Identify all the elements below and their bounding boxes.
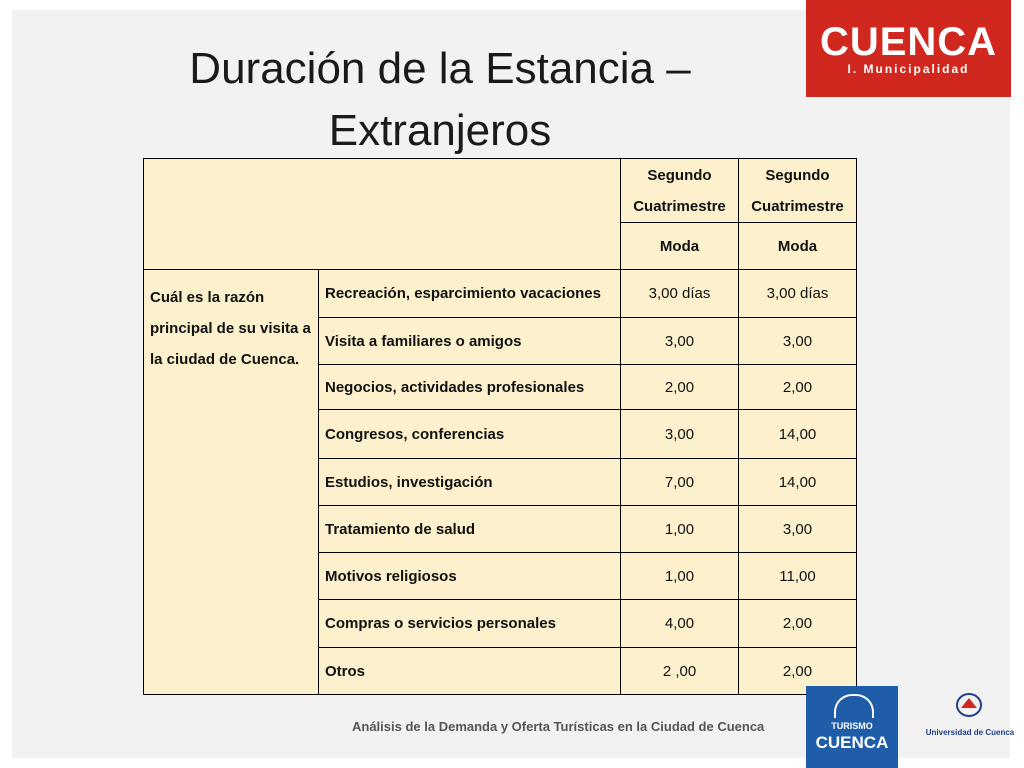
mode-value: 7,00	[620, 458, 739, 506]
reason-label: Motivos religiosos	[318, 552, 621, 600]
slide-title: Duración de la Estancia – Extranjeros	[189, 44, 691, 155]
mode-value: 14,00	[738, 409, 857, 459]
table-row: Tratamiento de salud 1,00 3,00	[144, 505, 857, 553]
stay-duration-table: Segundo Cuatrimestre Segundo Cuatrimestr…	[143, 158, 857, 695]
mode-value: 11,00	[738, 552, 857, 600]
turismo-cuenca-logo: TURISMO CUENCA	[806, 686, 898, 768]
university-logo: Universidad de Cuenca	[925, 690, 1015, 740]
reason-label: Otros	[318, 647, 621, 695]
mode-value: 1,00	[620, 552, 739, 600]
cathedral-dome-icon	[834, 694, 874, 718]
mode-value: 2,00	[738, 364, 857, 410]
column-header-period: Segundo Cuatrimestre	[620, 158, 739, 223]
mode-value: 3,00	[738, 505, 857, 553]
university-name: Universidad de Cuenca	[925, 728, 1015, 737]
table-row: Motivos religiosos 1,00 11,00	[144, 552, 857, 600]
table-row: Cuál es la razón principal de su visita …	[143, 269, 857, 695]
empty-header-cell	[143, 158, 621, 270]
table-row: Negocios, actividades profesionales 2,00 2…	[144, 364, 857, 410]
column-header-statistic: Moda	[620, 222, 739, 270]
footer-caption: Análisis de la Demanda y Oferta Turístic…	[352, 719, 765, 734]
reason-label: Congresos, conferencias	[318, 409, 621, 459]
cuenca-municipality-logo: CUENCA I. Municipalidad	[806, 0, 1011, 97]
mode-value: 4,00	[620, 599, 739, 648]
reason-label: Recreación, esparcimiento vacaciones	[318, 269, 621, 318]
table-row: Congresos, conferencias 3,00 14,00	[144, 409, 857, 459]
turismo-logo-top-text: TURISMO	[831, 721, 873, 731]
mode-value: 14,00	[738, 458, 857, 506]
mode-value: 2,00	[738, 647, 857, 695]
table-row: Otros 2 ,00 2,00	[144, 647, 857, 695]
mode-value: 3,00	[620, 409, 739, 459]
mode-value: 3,00	[620, 317, 739, 365]
mode-value: 2,00	[738, 599, 857, 648]
question-cell: Cuál es la razón principal de su visita …	[143, 269, 319, 695]
reason-label: Negocios, actividades profesionales	[318, 364, 621, 410]
reason-label: Compras o servicios personales	[318, 599, 621, 648]
column-header-period: Segundo Cuatrimestre	[738, 158, 857, 223]
mode-value: 3,00	[738, 317, 857, 365]
university-emblem-icon	[956, 693, 982, 717]
reason-label: Estudios, investigación	[318, 458, 621, 506]
table-row: Visita a familiares o amigos 3,00 3,00	[144, 317, 857, 365]
mode-value: 2 ,00	[620, 647, 739, 695]
reason-label: Visita a familiares o amigos	[318, 317, 621, 365]
turismo-logo-main-text: CUENCA	[815, 733, 889, 752]
reason-label: Tratamiento de salud	[318, 505, 621, 553]
logo-main-text: CUENCA	[819, 20, 998, 64]
logo-sub-text: I. Municipalidad	[847, 62, 970, 76]
mode-value: 3,00 días	[620, 269, 739, 318]
table-row: Estudios, investigación 7,00 14,00	[144, 458, 857, 506]
mode-value: 2,00	[620, 364, 739, 410]
column-header-statistic: Moda	[738, 222, 857, 270]
mode-value: 1,00	[620, 505, 739, 553]
mode-value: 3,00 días	[738, 269, 857, 318]
